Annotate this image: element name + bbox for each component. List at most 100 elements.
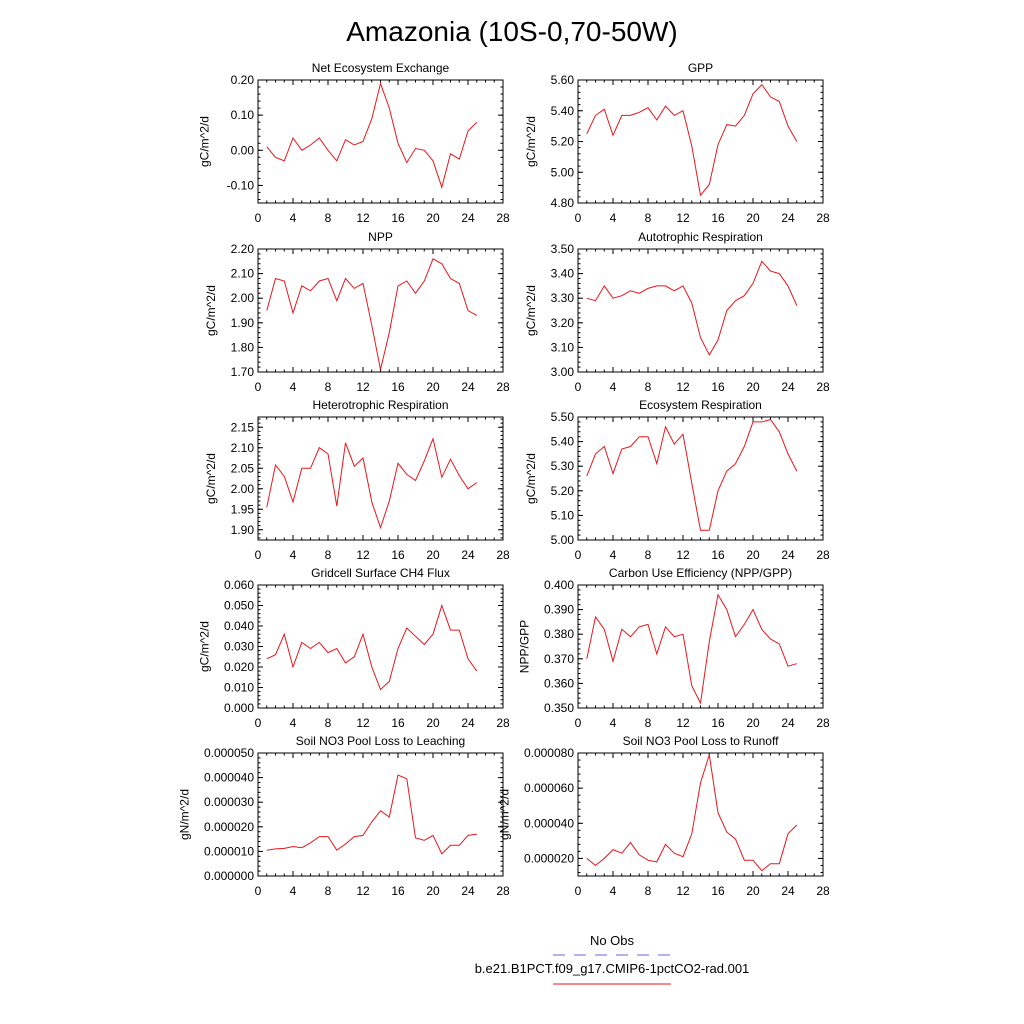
x-tick-label: 20: [426, 716, 440, 730]
y-axis-label: gC/m^2/d: [204, 453, 218, 504]
panel-title: Ecosystem Respiration: [639, 398, 762, 412]
y-axis-label: gC/m^2/d: [204, 285, 218, 336]
y-tick-label: 0.020: [224, 660, 254, 674]
panel-title: GPP: [688, 61, 713, 75]
x-tick-label: 0: [575, 548, 582, 562]
x-tick-label: 4: [610, 884, 617, 898]
y-tick-label: 0.060: [224, 578, 254, 592]
y-axis-label: gC/m^2/d: [198, 621, 212, 672]
panel-title: Gridcell Surface CH4 Flux: [311, 566, 450, 580]
x-tick-label: 12: [676, 716, 690, 730]
x-tick-label: 28: [496, 380, 510, 394]
x-tick-label: 24: [781, 716, 795, 730]
y-tick-label: 0.390: [544, 603, 574, 617]
chart-panel: GPP 0 4 8 12 16 20 24 28 4.80 5.00 5.20 5.40 5.60 gC/m…: [524, 61, 830, 225]
y-tick-label: 5.40: [551, 435, 575, 449]
panel-title: Soil NO3 Pool Loss to Runoff: [623, 734, 780, 748]
y-tick-label: 1.70: [231, 365, 255, 379]
y-tick-label: 0.400: [544, 578, 574, 592]
x-tick-label: 8: [645, 380, 652, 394]
x-tick-label: 12: [356, 380, 370, 394]
y-axis-label: gN/m^2/d: [497, 789, 511, 840]
x-tick-label: 0: [575, 380, 582, 394]
y-tick-label: 4.80: [551, 196, 575, 210]
x-tick-label: 24: [781, 380, 795, 394]
chart-panel: Gridcell Surface CH4 Flux 0 4 8 12 16 20 24 28 0.…: [198, 566, 510, 730]
y-tick-label: 0.20: [231, 73, 255, 87]
y-axis-label: gN/m^2/d: [177, 789, 191, 840]
series-line-model-run: [266, 774, 477, 855]
y-tick-label: 0.030: [224, 640, 254, 654]
x-tick-label: 8: [645, 716, 652, 730]
x-tick-label: 4: [290, 380, 297, 394]
y-tick-label: 1.80: [231, 340, 255, 354]
y-axis-label: gC/m^2/d: [524, 285, 538, 336]
x-tick-label: 16: [391, 380, 405, 394]
x-tick-label: 28: [496, 211, 510, 225]
x-tick-label: 16: [711, 211, 725, 225]
legend-label-no-obs: No Obs: [590, 933, 635, 948]
y-axis-label: gC/m^2/d: [524, 453, 538, 504]
y-tick-label: 0.000020: [204, 820, 254, 834]
x-tick-label: 28: [816, 380, 830, 394]
x-tick-label: 24: [461, 548, 475, 562]
x-tick-label: 24: [781, 211, 795, 225]
x-tick-label: 0: [255, 548, 262, 562]
x-tick-label: 0: [255, 716, 262, 730]
plot-frame: [577, 584, 824, 709]
y-tick-label: 0.010: [224, 681, 254, 695]
x-tick-label: 8: [325, 380, 332, 394]
legend: No Obs b.e21.B1PCT.f09_g17.CMIP6-1pctCO2…: [475, 933, 749, 985]
x-tick-label: 20: [746, 211, 760, 225]
y-tick-label: 0.000030: [204, 795, 254, 809]
x-tick-label: 28: [816, 884, 830, 898]
x-tick-label: 4: [610, 211, 617, 225]
panel-title: Heterotrophic Respiration: [312, 398, 448, 412]
series-line-model-run: [586, 754, 798, 872]
x-tick-label: 16: [391, 211, 405, 225]
y-tick-label: 0.370: [544, 652, 574, 666]
x-tick-label: 0: [255, 380, 262, 394]
x-tick-label: 0: [575, 211, 582, 225]
y-tick-label: 5.30: [551, 459, 575, 473]
plot-frame: [577, 752, 824, 877]
y-tick-label: 0.000040: [204, 771, 254, 785]
x-tick-label: 16: [391, 884, 405, 898]
plot-frame: [577, 79, 824, 204]
x-tick-label: 4: [610, 380, 617, 394]
y-tick-label: 1.90: [231, 523, 255, 537]
series-line-model-run: [586, 260, 798, 356]
x-tick-label: 16: [711, 884, 725, 898]
y-tick-label: 0.00: [231, 143, 255, 157]
x-tick-label: 16: [391, 716, 405, 730]
chart-panel: Soil NO3 Pool Loss to Runoff 0 4 8 12 16 20 24 2…: [497, 734, 830, 898]
x-tick-label: 16: [711, 380, 725, 394]
y-tick-label: 0.350: [544, 701, 574, 715]
y-tick-label: 0.000050: [204, 746, 254, 760]
plot-frame: [577, 248, 824, 373]
x-tick-label: 20: [746, 716, 760, 730]
y-tick-label: 5.60: [551, 73, 575, 87]
x-tick-label: 12: [356, 884, 370, 898]
series-line-model-run: [266, 603, 478, 691]
x-tick-label: 8: [645, 211, 652, 225]
y-tick-label: 5.00: [551, 533, 575, 547]
x-tick-label: 28: [496, 716, 510, 730]
x-tick-label: 24: [461, 380, 475, 394]
y-tick-label: 2.00: [231, 482, 255, 496]
y-tick-label: 0.000020: [524, 851, 574, 865]
x-tick-label: 20: [746, 380, 760, 394]
x-tick-label: 24: [461, 884, 475, 898]
y-tick-label: 0.000000: [204, 869, 254, 883]
chart-panel: Autotrophic Respiration 0 4 8 12 16 20 24 28 3.00…: [524, 230, 830, 394]
x-tick-label: 28: [816, 211, 830, 225]
x-tick-label: 12: [356, 211, 370, 225]
y-tick-label: 0.040: [224, 619, 254, 633]
x-tick-label: 12: [676, 548, 690, 562]
y-tick-label: 2.15: [231, 420, 255, 434]
y-tick-label: 0.380: [544, 627, 574, 641]
panels: Net Ecosystem Exchange 0 4 8 12 16 20 24 28 -0.10…: [177, 61, 830, 898]
series-line-model-run: [266, 258, 478, 370]
y-axis-label: gC/m^2/d: [524, 116, 538, 167]
x-tick-label: 12: [676, 380, 690, 394]
